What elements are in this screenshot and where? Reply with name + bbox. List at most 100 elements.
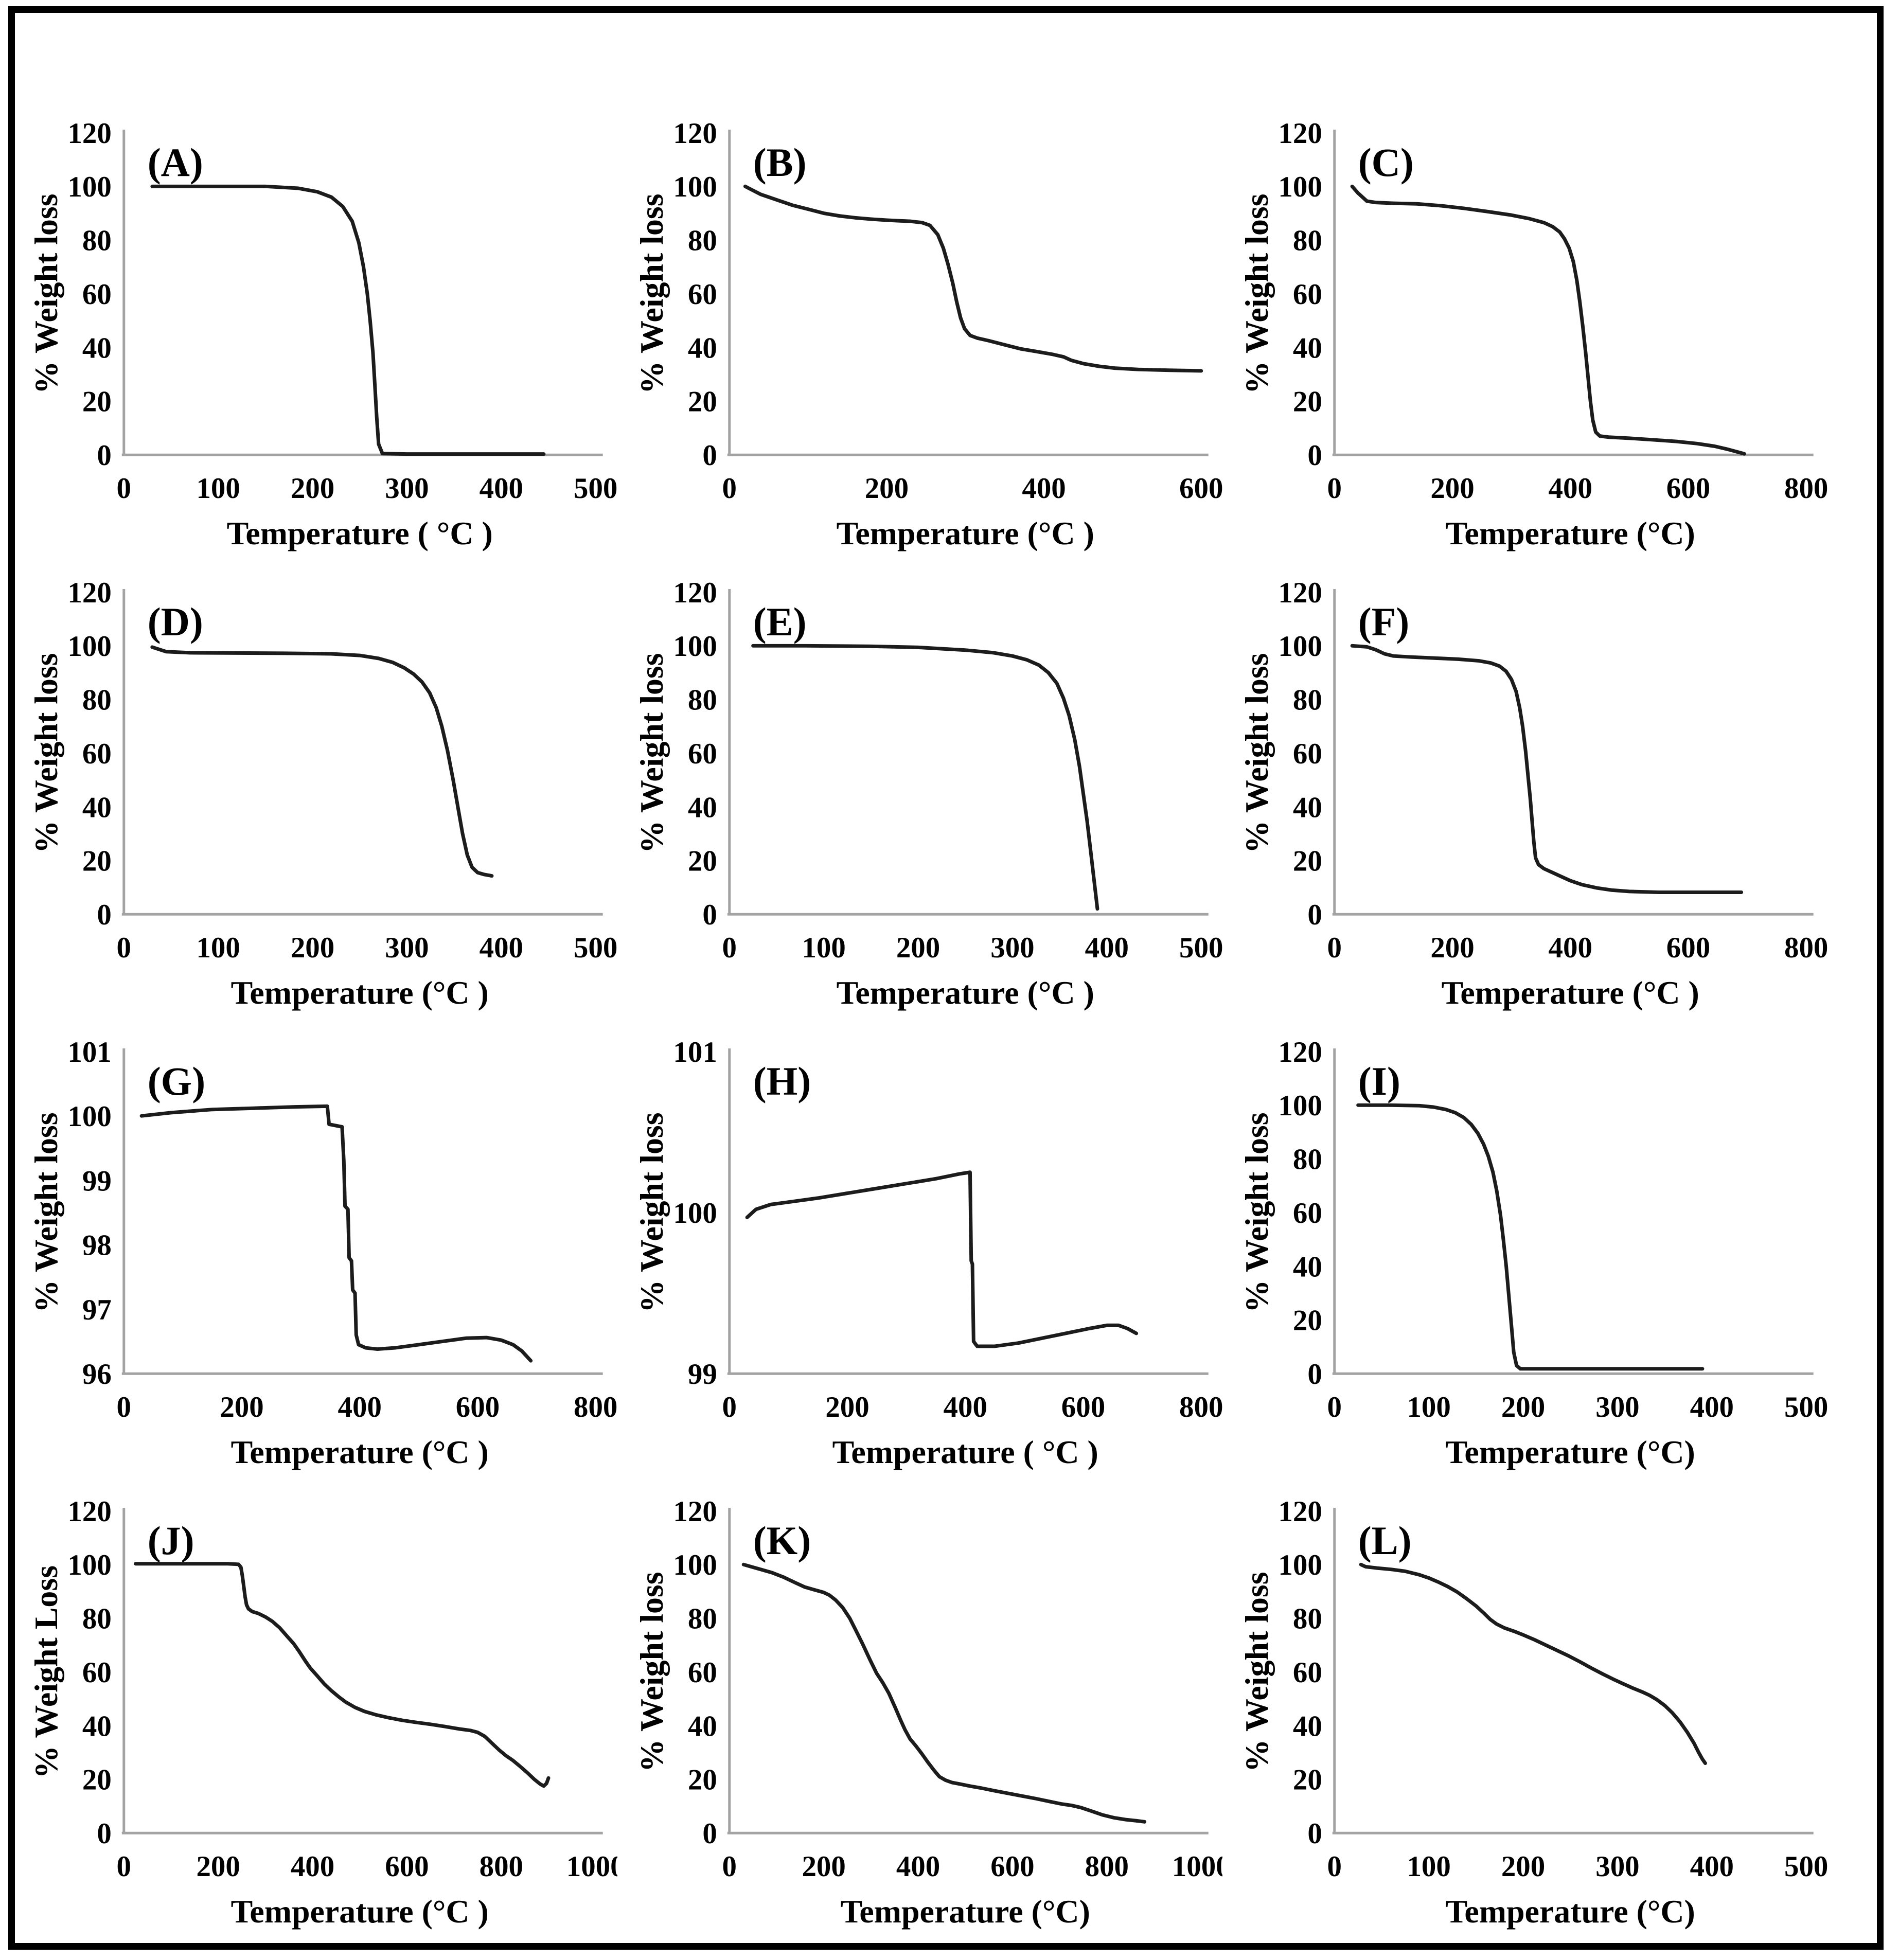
x-tick-label: 600 [1666, 472, 1710, 505]
y-tick-label: 60 [82, 1656, 112, 1689]
y-tick-label: 0 [97, 439, 111, 472]
y-tick-label: 0 [1308, 439, 1322, 472]
y-tick-label: 80 [1293, 225, 1322, 257]
tga-curve [745, 1170, 1138, 1348]
y-axis-title: % Weight loss [633, 193, 670, 394]
y-tick-label: 99 [688, 1358, 717, 1391]
y-tick-label: 40 [1293, 1251, 1322, 1283]
x-tick-label: 0 [117, 932, 131, 964]
y-tick-label: 0 [1308, 1358, 1322, 1391]
x-tick-label: 400 [338, 1391, 382, 1423]
y-tick-label: 40 [82, 1710, 112, 1742]
panel-label: (A) [148, 140, 203, 185]
tga-curve [139, 1104, 533, 1363]
y-tick-label: 100 [673, 171, 717, 203]
x-tick-label: 200 [291, 472, 334, 505]
x-tick-label: 600 [385, 1850, 429, 1883]
y-tick-label: 60 [1293, 278, 1322, 311]
x-axis-title: Temperature (°C) [1446, 515, 1695, 551]
panel-label: (J) [148, 1519, 194, 1563]
figure-frame: 0 20 40 60 80 100 120 0 100 200 300 400 500 Temperatu… [8, 6, 1884, 1950]
panel-label: (C) [1358, 140, 1414, 185]
x-axis-title: Temperature ( °C ) [832, 1434, 1098, 1470]
panel-label: (G) [148, 1059, 205, 1103]
tga-curve [741, 1562, 1146, 1824]
x-tick-label: 0 [1327, 932, 1342, 964]
x-tick-label: 600 [1666, 932, 1710, 964]
x-tick-label: 800 [1784, 932, 1828, 964]
y-tick-label: 40 [82, 791, 112, 824]
x-axis-title: Temperature (°C) [1446, 1893, 1695, 1930]
y-axis-title: % Weight loss [633, 1572, 670, 1772]
tga-curve [743, 184, 1203, 373]
x-axis-title: Temperature (°C ) [231, 1434, 489, 1470]
x-tick-label: 400 [291, 1850, 334, 1883]
y-tick-label: 40 [1293, 332, 1322, 364]
tga-panel-h: 99 100 101 0 200 400 600 800 Temperature ( °C )%… [632, 1022, 1223, 1474]
panel-label: (D) [148, 600, 203, 644]
y-tick-label: 0 [1308, 1818, 1322, 1850]
x-tick-label: 800 [1085, 1850, 1128, 1883]
y-axis-title: % Weight loss [633, 653, 670, 853]
panel-grid: 0 20 40 60 80 100 120 0 100 200 300 400 500 Temperatu… [15, 13, 1877, 1943]
y-tick-label: 100 [67, 171, 111, 203]
y-tick-label: 60 [82, 278, 112, 311]
y-tick-label: 0 [1308, 899, 1322, 931]
x-tick-label: 300 [1596, 1391, 1640, 1423]
x-axis-title: Temperature (°C ) [231, 1893, 489, 1930]
y-tick-label: 120 [67, 117, 111, 150]
x-tick-label: 500 [1784, 1391, 1828, 1423]
y-tick-label: 100 [1279, 171, 1322, 203]
tga-chart-b: 0 20 40 60 80 100 120 0 200 400 600 Temperature (°C… [633, 117, 1223, 551]
x-tick-label: 400 [896, 1850, 940, 1883]
tga-curve [1359, 1562, 1708, 1765]
y-tick-label: 98 [82, 1230, 112, 1262]
x-tick-label: 300 [1596, 1850, 1640, 1883]
x-tick-label: 0 [722, 1850, 736, 1883]
tga-panel-a: 0 20 40 60 80 100 120 0 100 200 300 400 500 Temperatu… [26, 103, 617, 555]
x-tick-label: 1000 [566, 1850, 617, 1883]
tga-panel-d: 0 20 40 60 80 100 120 0 100 200 300 400 500 Temperatu… [26, 562, 617, 1014]
y-tick-label: 20 [688, 386, 717, 418]
y-axis-title: % Weight loss [633, 1112, 670, 1312]
x-tick-label: 100 [1407, 1850, 1451, 1883]
tga-curve [751, 644, 1099, 911]
y-tick-label: 80 [688, 225, 717, 257]
y-tick-label: 120 [1279, 577, 1322, 609]
x-tick-label: 0 [117, 1391, 131, 1423]
tga-panel-k: 0 20 40 60 80 100 120 0 200 400 600 800 1000 Temperat… [632, 1481, 1223, 1933]
x-axis-title: Temperature (°C) [1446, 1434, 1695, 1470]
panel-label: (B) [753, 140, 806, 185]
y-tick-label: 80 [1293, 684, 1322, 717]
x-tick-label: 300 [385, 472, 429, 505]
y-tick-label: 60 [1293, 1197, 1322, 1230]
y-tick-label: 101 [673, 1036, 717, 1068]
tga-curve [1350, 184, 1747, 456]
y-tick-label: 40 [688, 791, 717, 824]
x-tick-label: 200 [1431, 472, 1475, 505]
y-tick-label: 20 [82, 845, 112, 878]
y-tick-label: 20 [1293, 845, 1322, 878]
tga-curve [1350, 644, 1744, 894]
tga-panel-g: 96 97 98 99 100 101 0 200 400 600 800 Temperature (… [26, 1022, 617, 1474]
tga-curve [150, 184, 546, 456]
y-tick-label: 60 [1293, 738, 1322, 770]
panel-label: (E) [753, 600, 806, 644]
x-tick-label: 400 [1690, 1391, 1734, 1423]
tga-chart-i: 0 20 40 60 80 100 120 0 100 200 300 400 500 Temperatu… [1238, 1036, 1828, 1470]
y-tick-label: 20 [82, 1764, 112, 1796]
x-tick-label: 200 [864, 472, 908, 505]
y-tick-label: 80 [1293, 1144, 1322, 1176]
y-axis-title: % Weight Loss [28, 1565, 64, 1778]
x-tick-label: 300 [990, 932, 1034, 964]
x-tick-label: 800 [480, 1850, 523, 1883]
y-tick-label: 80 [688, 684, 717, 717]
tga-panel-e: 0 20 40 60 80 100 120 0 100 200 300 400 500 Temperatu… [632, 562, 1223, 1014]
x-tick-label: 400 [943, 1391, 987, 1423]
x-tick-label: 0 [722, 932, 736, 964]
y-tick-label: 120 [67, 1495, 111, 1528]
tga-curve [150, 645, 494, 878]
x-axis-title: Temperature (°C ) [231, 974, 489, 1011]
panel-label: (I) [1358, 1059, 1400, 1103]
y-axis-title: % Weight loss [1238, 653, 1275, 853]
